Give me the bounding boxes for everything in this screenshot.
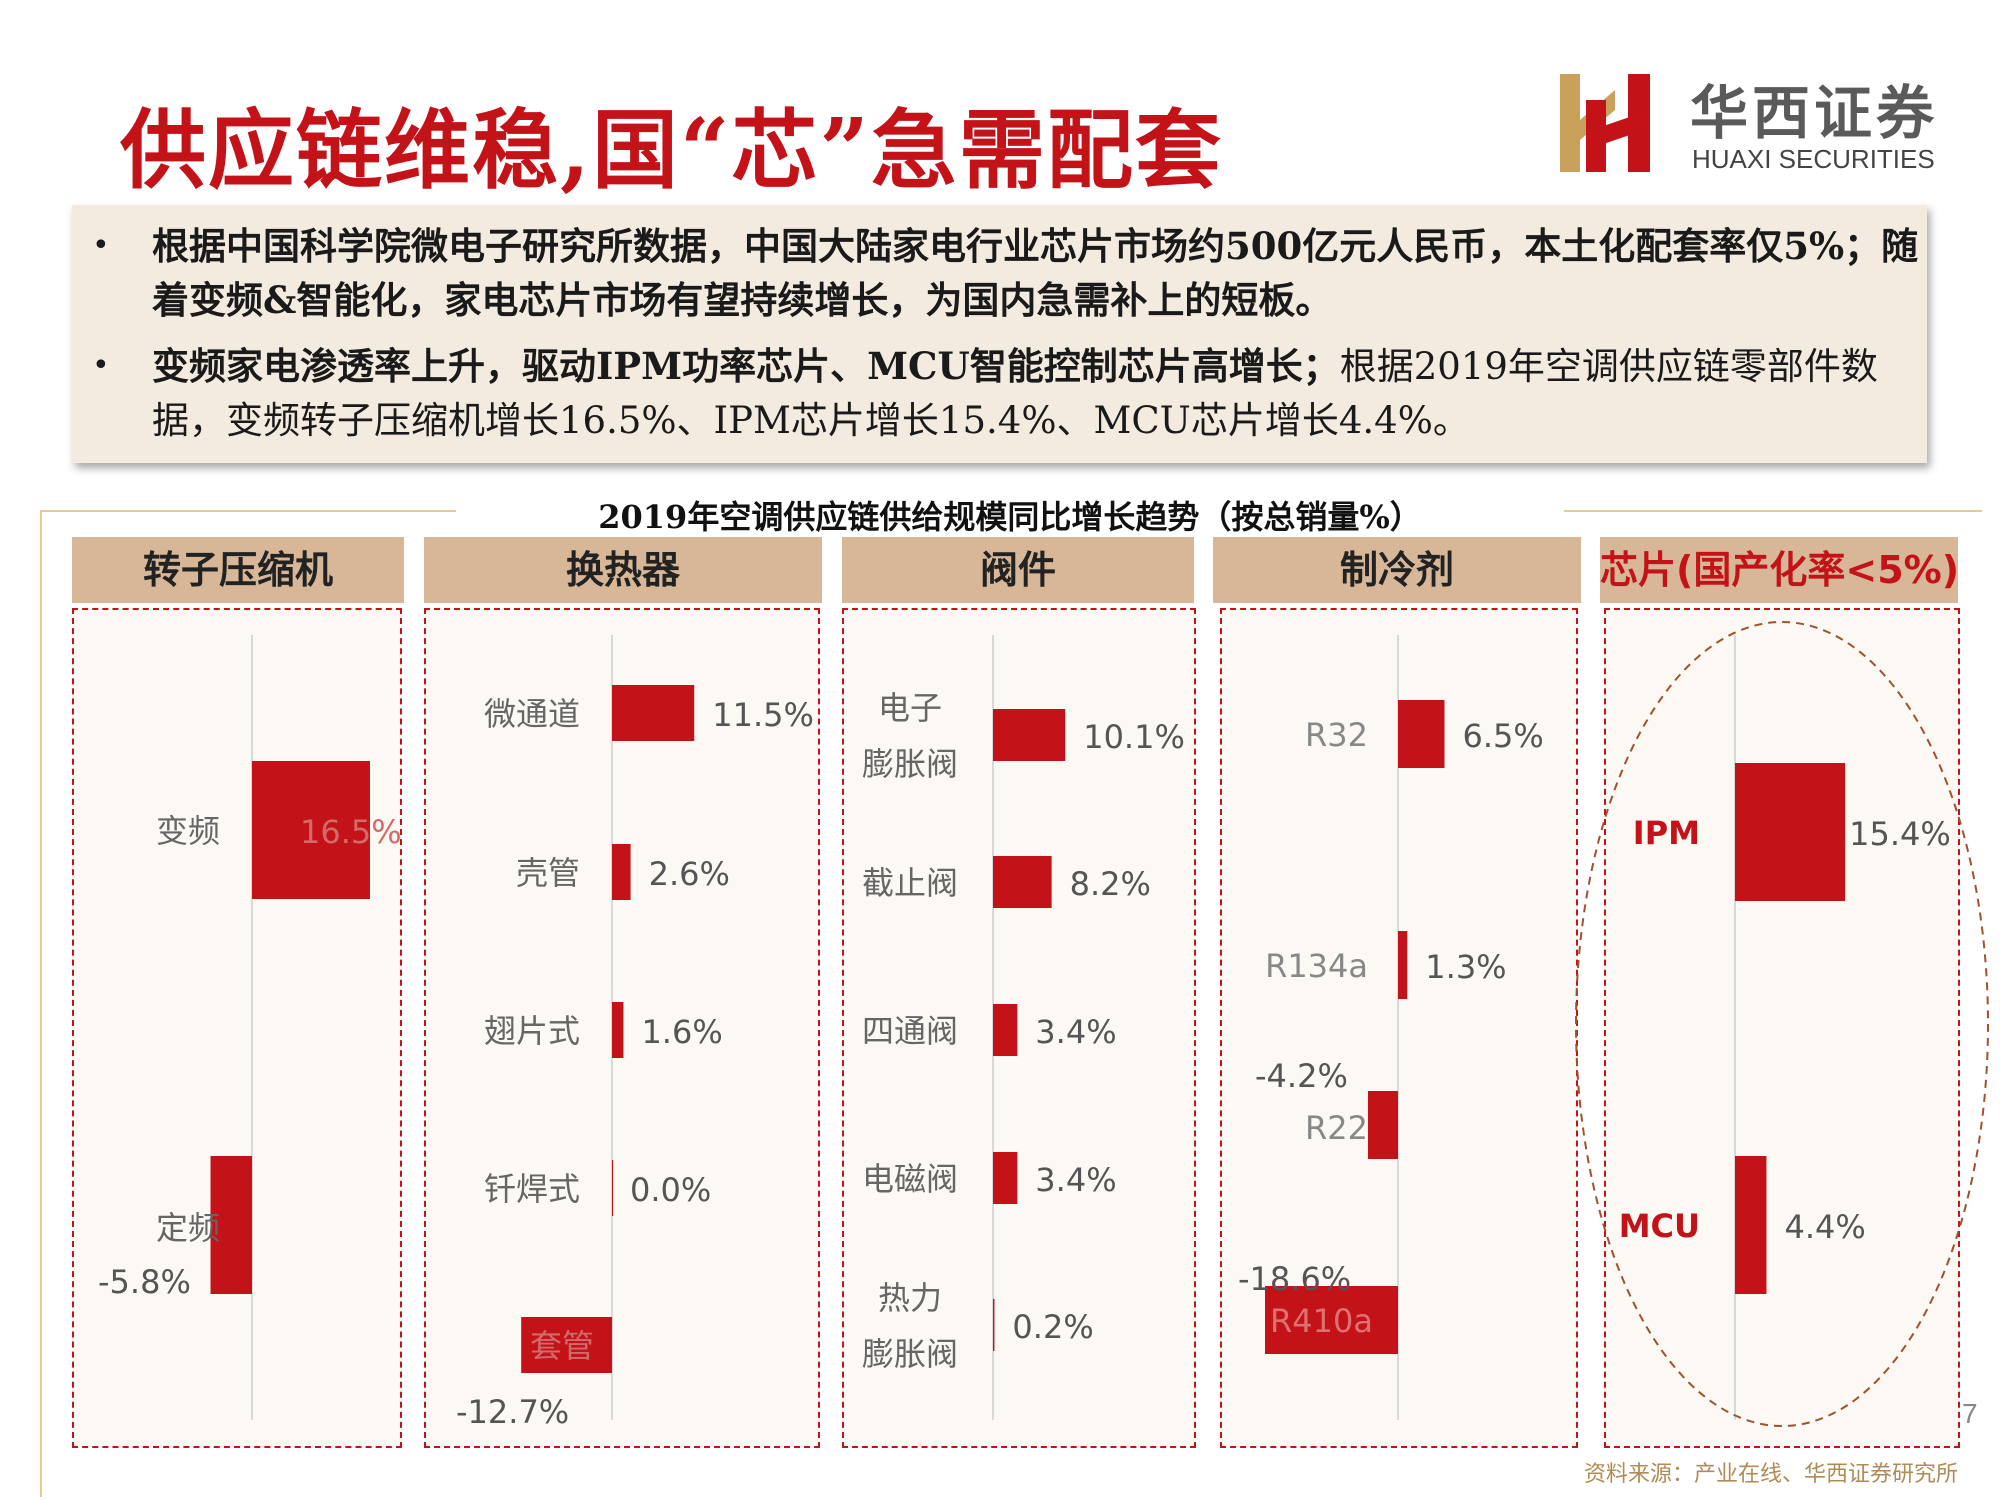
panel-header: 转子压缩机 [72,537,404,603]
category-label: R410a [1270,1302,1373,1340]
bar [252,761,370,899]
category-label: R22 [1305,1109,1368,1147]
bar [993,1152,1018,1204]
data-label: 11.5% [712,696,814,734]
category-label: R134a [1265,947,1368,985]
huaxi-logo-mark-icon [1560,74,1650,172]
bar [612,1160,613,1216]
data-label: -18.6% [1238,1260,1351,1298]
category-label: 电磁阀 [862,1160,958,1198]
data-label: 1.6% [641,1013,722,1051]
panel-header: 芯片(国产化率<5%) [1600,537,1959,603]
data-label: 10.1% [1083,718,1185,756]
bullet-dot-icon: • [92,228,110,263]
huaxi-logo: 华西证券 HUAXI SECURITIES [1560,66,1960,186]
bar [1398,931,1408,999]
bar [1265,1286,1398,1354]
bar [1735,763,1846,901]
category-label: 四通阀 [862,1012,958,1050]
bar [521,1317,612,1373]
bar [1735,1156,1767,1294]
category-label: MCU [1619,1207,1700,1245]
data-label: 0.2% [1012,1308,1093,1346]
summary-box: • 根据中国科学院微电子研究所数据，中国大陆家电行业芯片市场约500亿元人民币，… [72,205,1927,463]
category-label: 微通道 [484,695,580,733]
bar [612,844,631,900]
bar [993,1299,995,1351]
data-label: 3.4% [1035,1013,1116,1051]
data-label: -5.8% [98,1263,191,1301]
category-label: 翅片式 [484,1012,580,1050]
data-label: 2.6% [649,855,730,893]
bar [612,1002,624,1058]
data-label: 16.5% [300,813,402,851]
bar [210,1156,252,1294]
category-label: 膨胀阀 [862,745,958,783]
data-label: -4.2% [1255,1057,1348,1095]
data-label: 8.2% [1070,865,1151,903]
category-label: 壳管 [516,854,580,892]
category-label: 套管 [530,1327,594,1365]
category-label: R32 [1305,716,1368,754]
category-label: 膨胀阀 [862,1335,958,1373]
logo-chinese-name: 华西证券 [1690,79,1939,147]
panel-box [1604,608,1960,1448]
summary-bullet-2-rest: 根据2019年空调供应链零部件数据，变频转子压缩机增长16.5%、IPM芯片增长… [152,345,1878,442]
category-label: 热力 [878,1279,942,1317]
source-note: 资料来源：产业在线、华西证券研究所 [1583,1462,1958,1487]
bar [993,1004,1018,1056]
bar [993,856,1052,908]
bar [612,685,695,741]
chart-title: 2019年空调供应链供给规模同比增长趋势（按总销量%） [598,498,1422,536]
bar [1367,1091,1398,1159]
data-label: 0.0% [630,1171,711,1209]
data-label: 15.4% [1849,815,1951,853]
category-label: 钎焊式 [484,1170,580,1208]
highlight-ellipse [1575,621,1989,1427]
data-label: 4.4% [1784,1208,1865,1246]
category-label: IPM [1633,814,1700,852]
bar [993,709,1066,761]
panel-header: 制冷剂 [1213,537,1581,603]
slide-title: 供应链维稳,国“芯”急需配套 [120,100,1223,201]
category-label: 定频 [156,1209,220,1247]
bullet-dot-icon: • [92,348,110,383]
category-label: 电子 [878,689,942,727]
summary-bullet-2-text: 变频家电渗透率上升，驱动IPM功率芯片、MCU智能控制芯片高增长；根据2019年… [152,339,1922,448]
summary-bullet-1-text: 根据中国科学院微电子研究所数据，中国大陆家电行业芯片市场约500亿元人民币，本土… [152,224,1919,322]
panel-box [72,608,402,1448]
data-label: 3.4% [1035,1161,1116,1199]
panel-header: 换热器 [424,537,822,603]
logo-english-name: HUAXI SECURITIES [1692,144,1935,174]
summary-bullet-2-strong: 变频家电渗透率上升，驱动IPM功率芯片、MCU智能控制芯片高增长； [152,344,1340,388]
category-label: 变频 [156,812,220,850]
panel-header: 阀件 [842,537,1194,603]
bar [1398,700,1445,768]
chart-frame-gap [456,500,1564,520]
category-label: 截止阀 [862,864,958,902]
data-label: 6.5% [1462,717,1543,755]
data-label: 1.3% [1425,948,1506,986]
page-number: 7 [1962,1398,1978,1429]
data-label: -12.7% [456,1393,569,1431]
